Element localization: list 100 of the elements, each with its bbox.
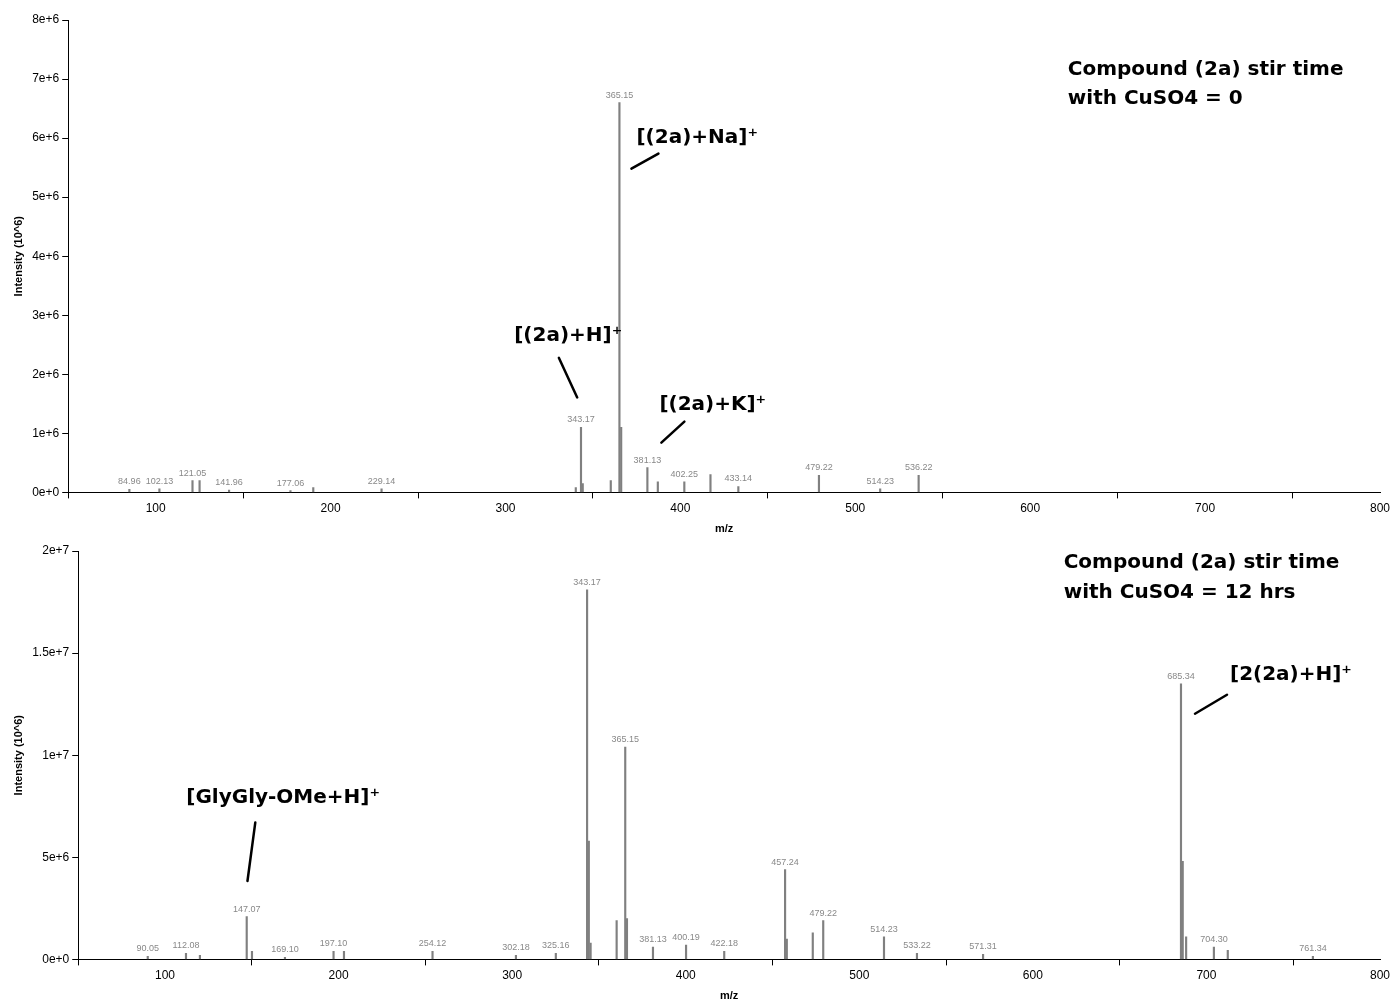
x-tick-label: 100 — [145, 500, 167, 515]
annotation: 84.96 — [118, 476, 141, 487]
bar — [822, 920, 825, 960]
annotation: 381.13 — [639, 934, 667, 945]
annotation: 177.06 — [276, 477, 305, 488]
bar — [198, 480, 201, 493]
bar — [1179, 683, 1183, 960]
annotation: 479.22 — [805, 462, 833, 473]
bar — [245, 916, 248, 960]
annotation: 254.12 — [418, 938, 447, 949]
x-tick-label: 400 — [670, 500, 691, 515]
annotation: 90.05 — [136, 943, 160, 954]
annotation: 365.15 — [611, 734, 639, 745]
x-tick-label: 400 — [675, 967, 697, 982]
bar — [312, 487, 315, 493]
y-tick-label: 7e+6 — [32, 71, 60, 86]
x-axis-title: m/z — [714, 522, 734, 535]
x-tick-label: 800 — [1369, 967, 1391, 982]
y-tick-label: 5e+6 — [42, 849, 70, 864]
bar — [683, 481, 686, 493]
bar — [817, 474, 821, 493]
annotation: [2(2a)+H]⁺ — [1229, 660, 1352, 685]
x-axis-title: m/z — [719, 989, 739, 1002]
annotation: 343.17 — [567, 414, 595, 425]
annotation: with CuSO4 = 0 — [1067, 85, 1243, 110]
annotation: 571.31 — [969, 941, 997, 952]
y-tick-label: 3e+6 — [32, 307, 60, 322]
x-tick-label: 100 — [155, 967, 176, 982]
bar — [646, 467, 649, 493]
y-tick-label: 6e+6 — [32, 130, 60, 145]
y-tick-label: 4e+6 — [32, 248, 60, 263]
annotation: 112.08 — [172, 940, 200, 951]
annotation: with CuSO4 = 12 hrs — [1063, 578, 1296, 603]
bar — [574, 487, 577, 493]
annotation: 514.23 — [870, 923, 898, 934]
annotation: 533.22 — [903, 940, 931, 951]
y-tick-label: 2e+7 — [42, 543, 70, 558]
x-tick-label: 300 — [495, 500, 516, 515]
annotation: 685.34 — [1167, 670, 1195, 681]
y-tick-label: 1e+7 — [42, 747, 70, 762]
annotation: 381.13 — [633, 454, 662, 465]
annotation: 479.22 — [809, 907, 837, 918]
annotation: [(2a)+Na]⁺ — [636, 123, 758, 148]
bar — [609, 480, 612, 493]
bar — [737, 486, 740, 493]
y-tick-label: 1e+6 — [32, 425, 60, 440]
annotation: Compound (2a) stir time — [1067, 56, 1344, 81]
bar — [656, 481, 659, 493]
annotation: 169.10 — [271, 944, 299, 955]
bar — [332, 950, 335, 960]
annotation: 365.15 — [605, 89, 634, 100]
bar — [811, 932, 814, 960]
bar — [380, 488, 383, 493]
y-tick-label: 5e+6 — [32, 189, 60, 204]
annotation: 229.14 — [367, 475, 396, 486]
y-tick-label: 0e+0 — [42, 951, 70, 966]
x-tick-label: 200 — [328, 967, 349, 982]
bar — [981, 953, 985, 960]
annotation: 704.30 — [1200, 934, 1228, 945]
annotation: [(2a)+H]⁺ — [514, 321, 623, 346]
x-tick-label: 500 — [849, 967, 870, 982]
y-axis-title: Intensity (10^6) — [11, 215, 24, 297]
bar — [431, 950, 434, 960]
annotation: 141.96 — [215, 477, 243, 488]
bar — [586, 589, 589, 960]
annotation: 536.22 — [904, 462, 933, 473]
annotation: Compound (2a) stir time — [1063, 549, 1340, 574]
y-tick-label: 0e+0 — [32, 484, 60, 499]
x-tick-label: 300 — [502, 967, 523, 982]
annotation: 197.10 — [319, 938, 348, 949]
x-tick-label: 600 — [1022, 967, 1044, 982]
bar — [917, 474, 920, 493]
bar — [784, 869, 787, 960]
annotation: 422.18 — [710, 938, 738, 949]
x-tick-label: 700 — [1195, 500, 1216, 515]
x-tick-label: 800 — [1369, 500, 1391, 515]
bar — [624, 746, 627, 960]
y-axis-title: Intensity (10^6) — [11, 714, 24, 796]
annotation: 400.19 — [672, 932, 700, 943]
y-tick-label: 8e+6 — [32, 12, 60, 27]
annotation: 433.14 — [724, 473, 753, 484]
annotation: 302.18 — [502, 942, 530, 953]
bar — [684, 944, 688, 960]
bar — [579, 427, 583, 493]
annotation: 402.25 — [670, 468, 699, 479]
y-tick-label: 2e+6 — [32, 366, 60, 381]
annotation: 102.13 — [145, 475, 174, 486]
x-tick-label: 700 — [1196, 967, 1217, 982]
bar — [709, 474, 712, 493]
x-tick-label: 500 — [845, 500, 866, 515]
bar — [1226, 949, 1229, 960]
annotation: 121.05 — [178, 467, 207, 478]
annotation: [GlyGly-OMe+H]⁺ — [186, 783, 381, 808]
x-tick-label: 200 — [320, 500, 341, 515]
bar — [615, 920, 618, 960]
x-tick-label: 600 — [1020, 500, 1041, 515]
annotation: 761.34 — [1299, 943, 1327, 954]
annotation: [(2a)+K]⁺ — [659, 390, 767, 415]
annotation: 343.17 — [573, 576, 601, 587]
annotation: 457.24 — [771, 856, 799, 867]
